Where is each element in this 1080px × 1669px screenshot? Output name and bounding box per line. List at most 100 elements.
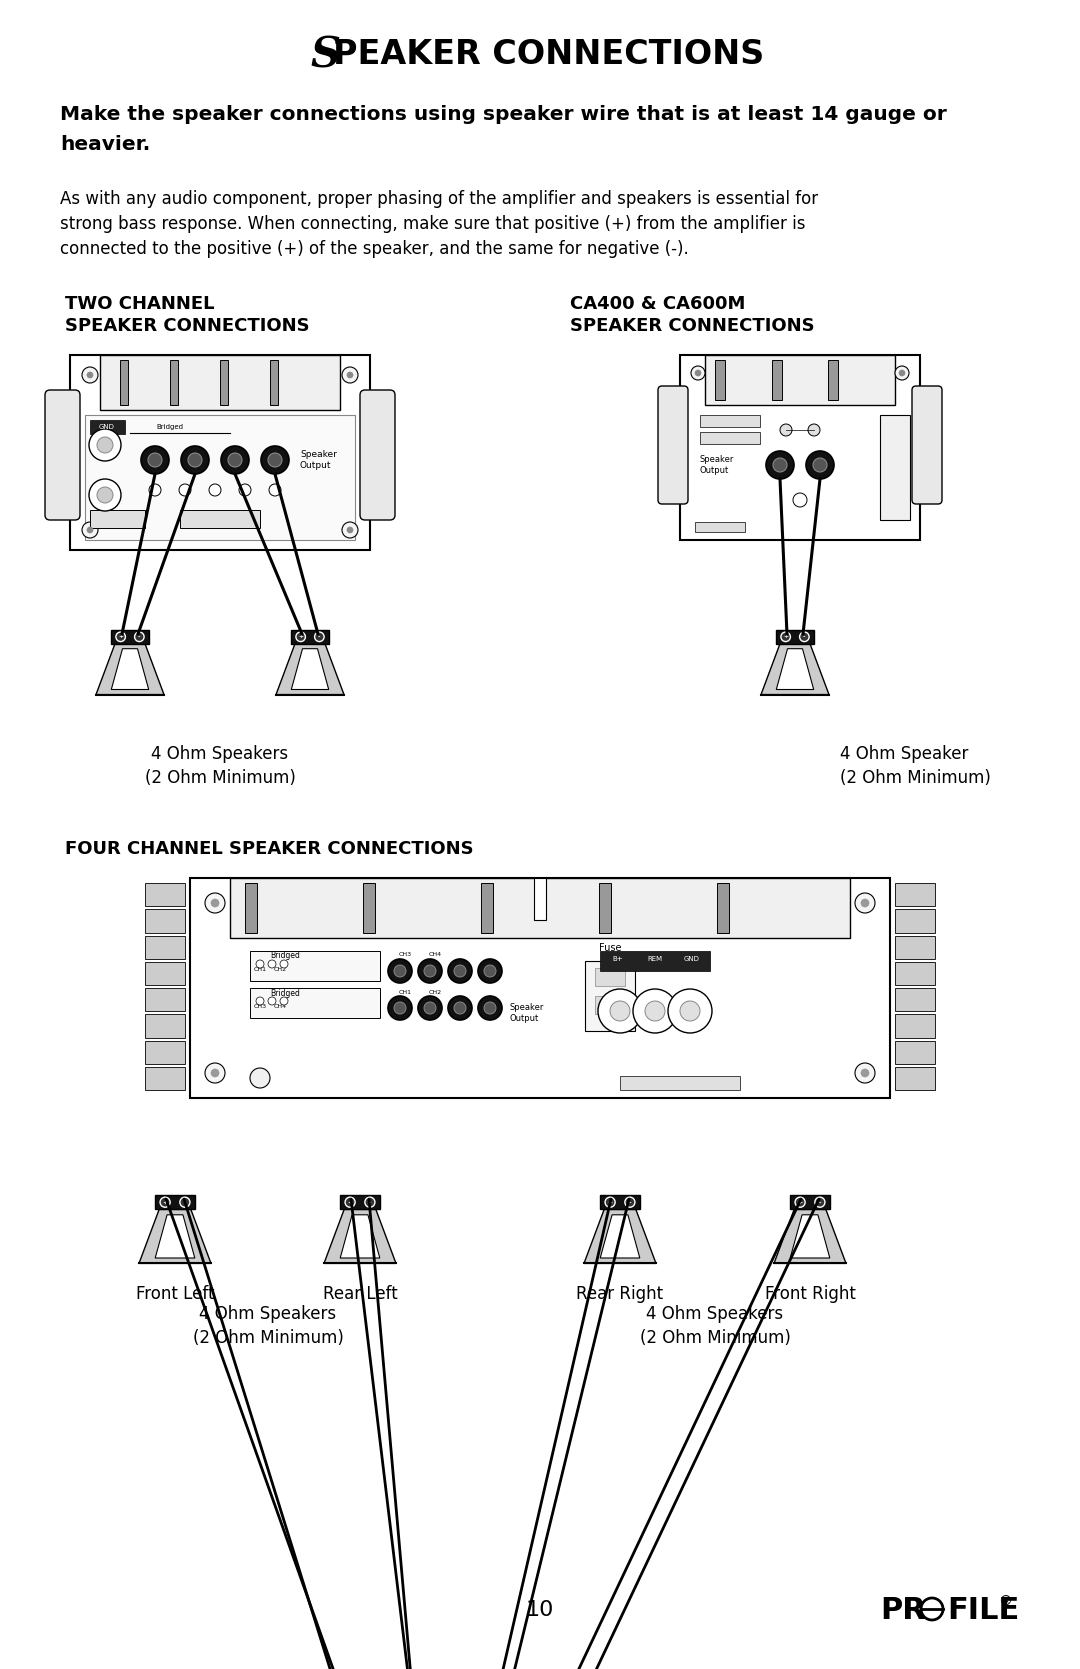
Circle shape [87,527,93,532]
Bar [90,511,145,527]
Circle shape [280,960,288,968]
Circle shape [82,367,98,382]
Circle shape [610,1001,630,1021]
Text: +: + [607,1200,612,1205]
Bar [895,961,935,985]
Polygon shape [584,1210,656,1263]
Bar [70,355,370,551]
Text: -: - [184,1200,186,1205]
Bar [895,988,935,1011]
Text: +: + [348,1200,353,1205]
Polygon shape [324,1210,396,1263]
Bar [481,883,492,933]
Circle shape [813,457,827,472]
Circle shape [861,1070,869,1077]
Bar [599,883,611,933]
Circle shape [806,451,834,479]
Text: CA400 & CA600M: CA400 & CA600M [570,295,745,314]
Circle shape [268,996,276,1005]
Text: CH4: CH4 [273,1005,286,1010]
Circle shape [454,1001,465,1015]
Circle shape [269,484,281,496]
Circle shape [855,1063,875,1083]
Text: SPEAKER CONNECTIONS: SPEAKER CONNECTIONS [570,317,814,335]
Bar [145,1015,185,1038]
Text: +: + [783,634,788,639]
Text: CH3: CH3 [254,1005,267,1010]
Circle shape [148,452,162,467]
Circle shape [135,633,144,641]
Text: Speaker
Output: Speaker Output [700,456,734,476]
Circle shape [179,484,191,496]
Circle shape [97,437,113,452]
Circle shape [418,960,442,983]
Text: GND: GND [684,956,700,961]
Circle shape [256,996,264,1005]
Circle shape [773,457,787,472]
Bar [700,432,760,444]
Circle shape [314,633,324,641]
Circle shape [256,960,264,968]
Text: FOUR CHANNEL SPEAKER CONNECTIONS: FOUR CHANNEL SPEAKER CONNECTIONS [65,840,474,858]
Bar [170,361,178,406]
Circle shape [921,1597,943,1621]
Circle shape [347,372,353,377]
Text: +: + [797,1200,802,1205]
Circle shape [82,522,98,537]
Polygon shape [777,649,813,689]
Circle shape [696,371,701,376]
Text: +: + [118,634,123,639]
Circle shape [680,1001,700,1021]
Text: CH4: CH4 [429,951,442,956]
Circle shape [239,484,251,496]
Circle shape [388,960,411,983]
Bar [680,355,920,541]
Circle shape [160,1197,171,1207]
Circle shape [691,366,705,381]
Circle shape [261,446,289,474]
Circle shape [87,372,93,377]
Text: SPEAKER CONNECTIONS: SPEAKER CONNECTIONS [65,317,310,335]
Bar [230,878,850,938]
Circle shape [780,424,792,436]
Circle shape [210,484,221,496]
Text: strong bass response. When connecting, make sure that positive (+) from the ampl: strong bass response. When connecting, m… [60,215,806,234]
Circle shape [181,446,210,474]
Text: PR: PR [880,1596,926,1624]
Circle shape [116,633,125,641]
Text: Front Right: Front Right [765,1285,855,1303]
Text: Bridged: Bridged [270,990,300,998]
Text: Bridged: Bridged [157,424,184,431]
Bar [249,988,380,1018]
Circle shape [211,1070,219,1077]
FancyBboxPatch shape [912,386,942,504]
Text: ®: ® [998,1596,1012,1609]
Bar [85,416,355,541]
Text: Speaker
Output: Speaker Output [300,451,337,471]
Bar [145,883,185,906]
Bar [715,361,725,401]
Bar [600,951,710,971]
Bar [595,996,625,1015]
Circle shape [781,633,791,641]
Circle shape [478,960,502,983]
Bar [145,1040,185,1063]
Bar [828,361,838,401]
Text: 4 Ohm Speakers
(2 Ohm Minimum): 4 Ohm Speakers (2 Ohm Minimum) [639,1305,791,1347]
Bar [700,416,760,427]
Circle shape [205,893,225,913]
Circle shape [180,1197,190,1207]
Circle shape [394,965,406,976]
Bar [534,878,546,920]
Polygon shape [791,1215,829,1258]
Bar [292,629,328,644]
Circle shape [424,965,436,976]
Circle shape [149,484,161,496]
Polygon shape [111,649,149,689]
Circle shape [424,1001,436,1015]
Circle shape [342,367,357,382]
Bar [895,1040,935,1063]
Circle shape [625,1197,635,1207]
Bar [220,361,228,406]
Text: -: - [368,1200,372,1205]
